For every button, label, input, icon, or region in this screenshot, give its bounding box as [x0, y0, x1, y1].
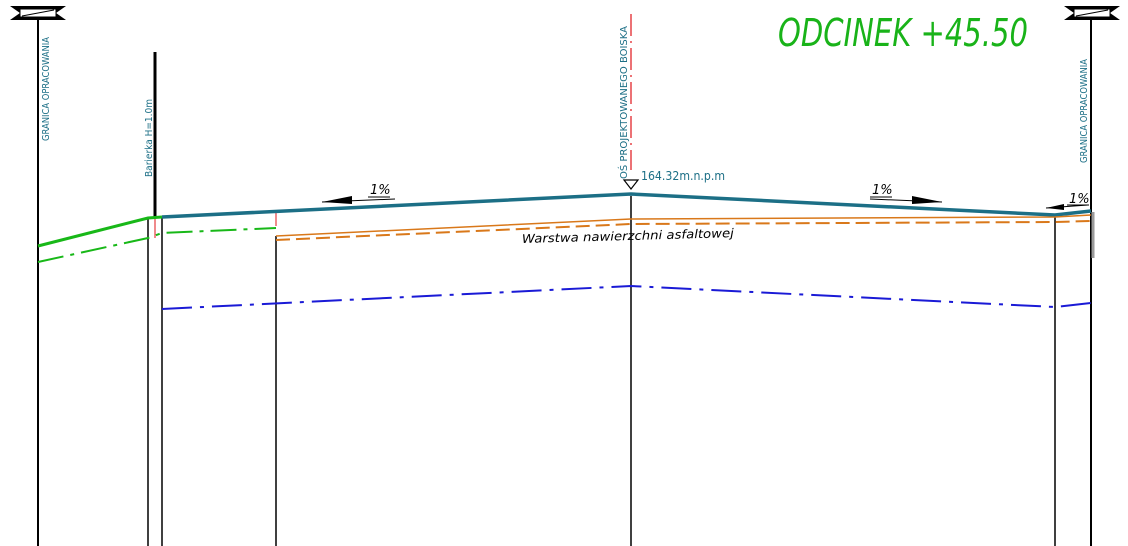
asphalt-layer-line — [275, 214, 1092, 237]
layer-label: Warstwa nawierzchni asfaltowej — [522, 226, 735, 246]
slope-left-label: 1% — [370, 183, 391, 198]
barrier-label: Barierka H=1.0m — [144, 99, 155, 177]
elevation-marker-icon — [622, 179, 640, 190]
slope-arrow-right-icon — [869, 196, 943, 204]
axis-label: OŚ PROJEKTOWANEGO BOISKA — [617, 25, 630, 179]
right-boundary-marker-icon — [1064, 6, 1120, 20]
section-title: ODCINEK +45.50 — [778, 11, 1028, 55]
design-surface-line — [161, 192, 1092, 219]
asphalt-layer-dashed — [275, 220, 1092, 241]
left-boundary-marker-icon — [10, 6, 66, 20]
terrain-lower-dashed — [37, 227, 277, 263]
slope-right-label: 1% — [872, 183, 893, 198]
terrain-line — [37, 215, 163, 248]
slope-arrow-left-icon — [321, 196, 396, 204]
right-boundary-label: GRANICA OPRACOWANIA — [1079, 59, 1090, 163]
slope-edge-label: 1% — [1069, 192, 1090, 207]
elevation-label: 164.32m.n.p.m — [641, 169, 725, 183]
left-boundary-label: GRANICA OPRACOWANIA — [41, 37, 52, 141]
lower-structure-line — [161, 284, 1092, 310]
